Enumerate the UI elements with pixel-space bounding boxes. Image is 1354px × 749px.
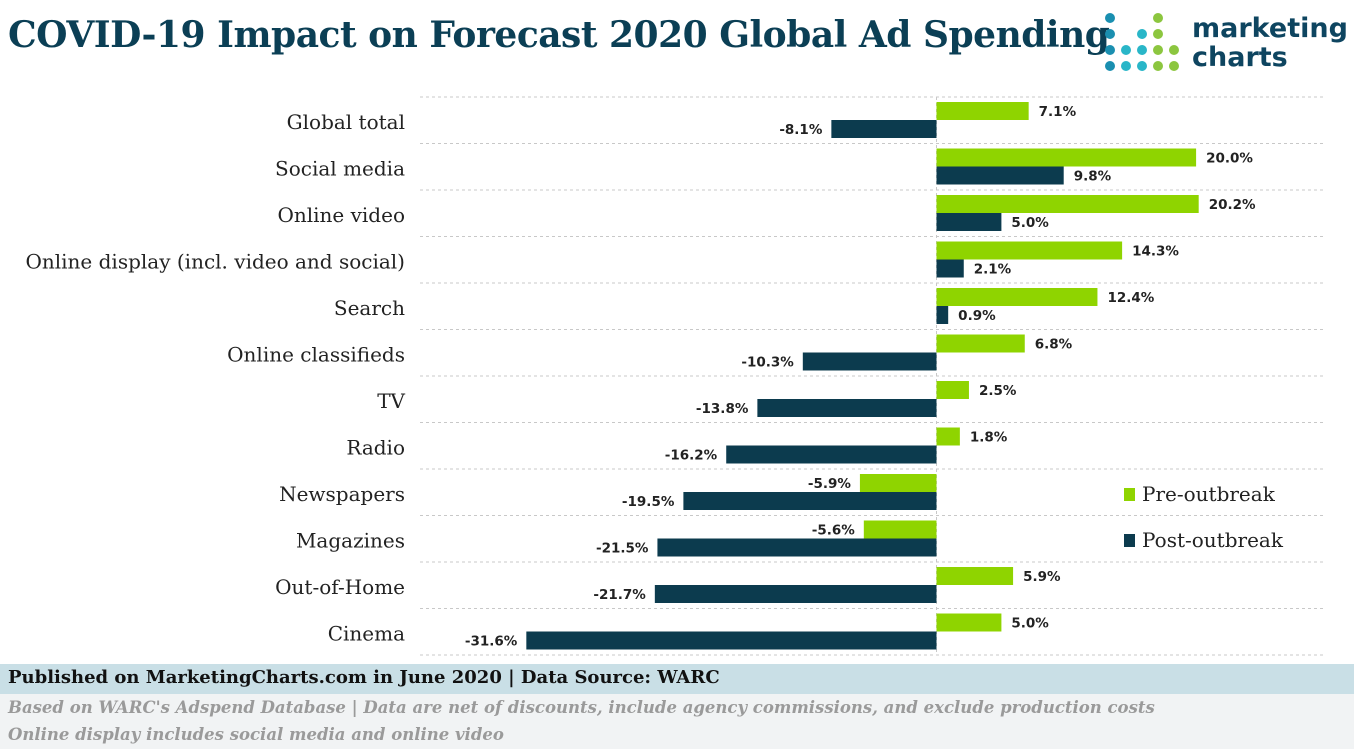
- legend-swatch: [1124, 488, 1135, 501]
- pre-outbreak-bar: [863, 520, 937, 539]
- pre-outbreak-bar: [936, 288, 1098, 306]
- data-label: 9.8%: [1074, 169, 1112, 185]
- logo-dot: [1105, 45, 1115, 55]
- footer-notes: Based on WARC's Adspend Database | Data …: [0, 694, 1354, 749]
- data-label: -8.1%: [779, 122, 823, 138]
- footnote-2: Online display includes social media and…: [8, 725, 504, 744]
- footnote-1: Based on WARC's Adspend Database | Data …: [8, 698, 1155, 717]
- category-label: Global total: [287, 110, 405, 134]
- logo-dot: [1121, 45, 1131, 55]
- data-label: 2.1%: [974, 262, 1012, 278]
- category-label: Online display (incl. video and social): [25, 250, 405, 274]
- pre-outbreak-bar: [936, 334, 1025, 353]
- published-source: Published on MarketingCharts.com in June…: [8, 667, 720, 688]
- data-label: 1.8%: [970, 430, 1008, 446]
- post-outbreak-bar: [936, 213, 1002, 231]
- pre-outbreak-bar: [859, 474, 937, 492]
- logo-dot: [1121, 61, 1131, 71]
- pre-outbreak-bar: [936, 381, 969, 399]
- post-outbreak-bar: [683, 492, 937, 510]
- logo-dot: [1169, 61, 1179, 71]
- post-outbreak-bar: [757, 399, 937, 417]
- post-outbreak-bar: [936, 259, 964, 278]
- brand-logo[interactable]: marketing charts: [1104, 12, 1349, 78]
- data-label: -31.6%: [465, 634, 518, 650]
- pre-outbreak-bar: [936, 567, 1014, 585]
- post-outbreak-bar: [657, 538, 937, 557]
- legend-label: Pre-outbreak: [1142, 482, 1276, 506]
- category-label: TV: [377, 389, 405, 413]
- data-label: -16.2%: [665, 448, 718, 464]
- category-label: Newspapers: [279, 482, 405, 506]
- data-label: -13.8%: [696, 401, 749, 417]
- post-outbreak-bar: [936, 306, 949, 324]
- logo-dot: [1169, 45, 1179, 55]
- post-outbreak-bar: [654, 585, 937, 603]
- category-label: Social media: [275, 157, 405, 181]
- dot-grid-logo-icon: [1105, 13, 1179, 71]
- logo-dot: [1153, 61, 1163, 71]
- data-label: -21.7%: [593, 587, 646, 603]
- data-label: 7.1%: [1039, 104, 1077, 120]
- pre-outbreak-bar: [936, 148, 1197, 167]
- data-label: 6.8%: [1035, 337, 1073, 353]
- post-outbreak-bar: [831, 120, 937, 138]
- logo-dot: [1105, 13, 1115, 23]
- logo-dot: [1137, 61, 1147, 71]
- data-label: 5.9%: [1023, 569, 1061, 585]
- data-label: 2.5%: [979, 383, 1017, 399]
- logo-dot: [1105, 61, 1115, 71]
- logo-text: marketing charts: [1192, 14, 1348, 72]
- data-label: 20.2%: [1209, 197, 1256, 213]
- post-outbreak-bar: [802, 352, 937, 371]
- logo-dot: [1105, 29, 1115, 39]
- pre-outbreak-bar: [936, 613, 1002, 632]
- category-label: Radio: [346, 436, 405, 460]
- data-label: 14.3%: [1132, 244, 1179, 260]
- category-label: Online classifieds: [227, 343, 405, 367]
- data-label: 5.0%: [1011, 616, 1049, 632]
- bar-chart: Global total 7.1% -8.1% Social media 20.0% 9.…: [25, 96, 1326, 656]
- post-outbreak-bar: [526, 631, 937, 650]
- data-label: -10.3%: [741, 355, 794, 371]
- data-label: -19.5%: [622, 494, 675, 510]
- data-label: 20.0%: [1206, 151, 1253, 167]
- logo-dot: [1153, 29, 1163, 39]
- data-label: 0.9%: [958, 308, 996, 324]
- data-label: -21.5%: [596, 541, 649, 557]
- logo-dot: [1137, 29, 1147, 39]
- data-label: 5.0%: [1011, 215, 1049, 231]
- pre-outbreak-bar: [936, 241, 1123, 260]
- legend-swatch: [1124, 534, 1135, 547]
- category-label: Online video: [277, 203, 405, 227]
- pre-outbreak-bar: [936, 102, 1029, 120]
- category-label: Search: [334, 296, 405, 320]
- logo-line-1: marketing: [1192, 13, 1348, 44]
- legend-label: Post-outbreak: [1142, 528, 1284, 552]
- post-outbreak-bar: [726, 445, 937, 464]
- data-label: -5.9%: [808, 476, 852, 492]
- category-label: Magazines: [296, 529, 405, 553]
- page-title: COVID-19 Impact on Forecast 2020 Global …: [8, 14, 1110, 56]
- logo-dot: [1153, 13, 1163, 23]
- logo-dot: [1137, 45, 1147, 55]
- footer-source-bar: Published on MarketingCharts.com in June…: [0, 664, 1354, 694]
- data-label: -5.6%: [812, 523, 856, 539]
- category-label: Out-of-Home: [275, 575, 405, 599]
- data-label: 12.4%: [1107, 290, 1154, 306]
- logo-line-2: charts: [1192, 42, 1288, 73]
- post-outbreak-bar: [936, 166, 1064, 185]
- logo-dot: [1153, 45, 1163, 55]
- pre-outbreak-bar: [936, 195, 1199, 213]
- pre-outbreak-bar: [936, 427, 960, 446]
- category-label: Cinema: [328, 622, 405, 646]
